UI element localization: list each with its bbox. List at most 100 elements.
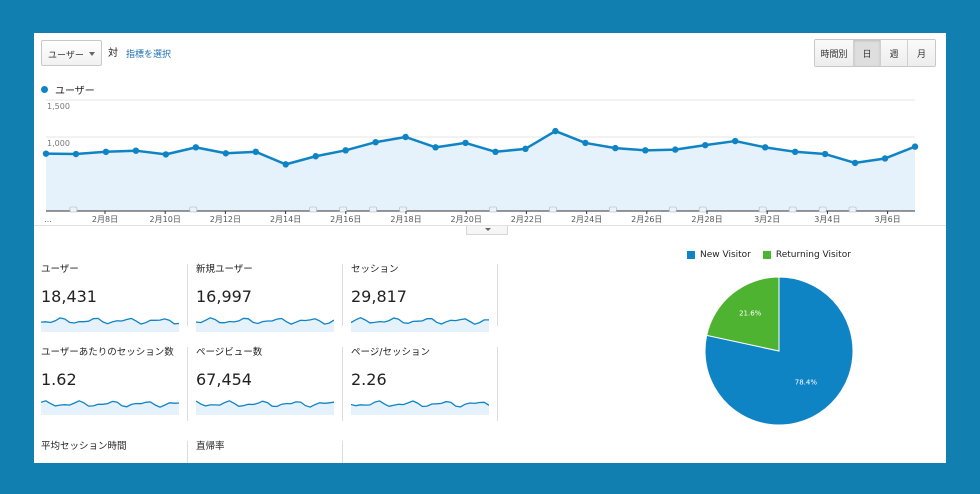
metric-tile-new-users[interactable]: 新規ユーザー 16,997	[196, 264, 350, 332]
x-tick-label: 3月2日	[754, 215, 780, 224]
data-point[interactable]	[372, 138, 379, 146]
tile-divider	[497, 347, 498, 421]
annotation-marker-icon[interactable]	[818, 206, 827, 213]
x-tick-label: 2月20日	[451, 215, 482, 224]
annotation-marker-icon[interactable]	[189, 206, 198, 213]
metric-tile-pages-per-session[interactable]: ページ/セッション 2.26	[351, 347, 505, 415]
metric-sparkline	[196, 317, 334, 332]
data-point[interactable]	[72, 150, 80, 158]
data-point[interactable]	[132, 147, 140, 154]
data-point[interactable]	[42, 150, 50, 157]
data-point[interactable]	[252, 148, 259, 155]
pie-legend-item[interactable]: New Visitor	[687, 250, 751, 260]
x-tick-label: 2月28日	[691, 215, 722, 224]
metric-dropdown-label: ユーザー	[48, 51, 84, 61]
pie-legend-label: New Visitor	[700, 250, 751, 260]
data-point[interactable]	[522, 145, 529, 153]
data-point[interactable]	[222, 150, 229, 157]
x-tick-label: 2月14日	[270, 215, 301, 224]
data-point[interactable]	[162, 151, 170, 158]
data-point[interactable]	[642, 147, 649, 154]
versus-label: 対	[108, 48, 118, 59]
data-point[interactable]	[791, 148, 799, 155]
metric-tile-sessions-per-user[interactable]: ユーザーあたりのセッション数 1.62	[41, 347, 195, 415]
data-point[interactable]	[881, 155, 889, 162]
tile-divider	[497, 264, 498, 326]
range-month-button[interactable]: 月	[908, 40, 935, 66]
data-point[interactable]	[192, 144, 200, 151]
annotation-marker-icon[interactable]	[489, 206, 497, 213]
data-point[interactable]	[312, 153, 319, 160]
chart-collapse-toggle[interactable]	[466, 226, 508, 235]
metric-tile-avg-session-duration[interactable]: 平均セッション時間	[41, 441, 195, 463]
sparkline-line	[351, 316, 489, 325]
metric-tile-pageviews[interactable]: ページビュー数 67,454	[196, 347, 350, 415]
metric-label: セッション	[351, 264, 399, 275]
pie-legend-label: Returning Visitor	[775, 250, 851, 260]
annotation-marker-icon[interactable]	[69, 206, 78, 213]
pie-slice[interactable]	[704, 276, 854, 426]
data-point[interactable]	[672, 146, 679, 153]
x-tick-label: 2月10日	[150, 215, 181, 224]
data-point[interactable]	[851, 159, 859, 167]
x-tick-label: 2月16日	[330, 215, 361, 224]
annotation-marker-icon[interactable]	[309, 206, 317, 213]
range-day-button[interactable]: 日	[854, 40, 881, 66]
metric-tile-users[interactable]: ユーザー 18,431	[41, 264, 195, 332]
sparkline-line	[41, 317, 179, 325]
chart-divider	[34, 225, 946, 226]
range-week-button[interactable]: 週	[881, 40, 908, 66]
data-point[interactable]	[732, 137, 739, 145]
data-point[interactable]	[702, 141, 709, 149]
data-point[interactable]	[821, 150, 829, 158]
x-tick-label: 3月6日	[875, 215, 901, 224]
sparkline-line	[351, 400, 489, 408]
annotation-marker-icon[interactable]	[339, 206, 347, 213]
data-point[interactable]	[342, 147, 349, 154]
chart-legend-label: ユーザー	[55, 86, 95, 97]
data-point[interactable]	[282, 161, 289, 168]
data-point[interactable]	[462, 139, 469, 147]
x-tick-label: …	[44, 215, 52, 224]
metric-value: 18,431	[41, 287, 97, 306]
chevron-down-icon	[89, 52, 95, 56]
metric-sparkline	[351, 316, 489, 332]
pie-legend-item[interactable]: Returning Visitor	[762, 250, 851, 260]
annotation-marker-icon[interactable]	[668, 206, 677, 213]
sparkline-area	[351, 317, 489, 332]
y-tick-label: 1,000	[47, 139, 70, 148]
metric-tile-bounce-rate[interactable]: 直帰率	[196, 441, 350, 463]
annotation-marker-icon[interactable]	[369, 206, 377, 213]
annotation-marker-icon[interactable]	[848, 206, 857, 213]
data-point[interactable]	[492, 148, 499, 155]
pie-slice[interactable]	[706, 276, 780, 352]
annotation-marker-icon[interactable]	[549, 206, 557, 213]
metric-label: 直帰率	[196, 441, 225, 452]
data-point[interactable]	[552, 127, 559, 135]
data-point[interactable]	[432, 144, 439, 151]
series-line	[45, 129, 916, 166]
metric-dropdown[interactable]: ユーザー	[41, 40, 102, 66]
annotation-marker-icon[interactable]	[788, 206, 797, 213]
tile-divider	[187, 347, 188, 421]
metric-tile-sessions[interactable]: セッション 29,817	[351, 264, 505, 332]
annotation-marker-icon[interactable]	[609, 206, 617, 213]
range-hourly-button[interactable]: 時間別	[815, 40, 854, 66]
data-point[interactable]	[911, 143, 919, 150]
annotation-marker-icon[interactable]	[698, 206, 707, 213]
annotation-marker-icon[interactable]	[758, 206, 767, 213]
data-point[interactable]	[761, 144, 769, 151]
data-point[interactable]	[612, 144, 619, 152]
metric-label: ユーザーあたりのセッション数	[41, 347, 174, 358]
data-point[interactable]	[582, 139, 589, 147]
sparkline-line	[196, 400, 334, 408]
sparkline-area	[351, 400, 489, 415]
data-point[interactable]	[102, 148, 110, 155]
tile-divider	[187, 264, 188, 326]
series-dot-icon	[41, 86, 48, 93]
data-point[interactable]	[402, 133, 409, 141]
caret-down-icon	[485, 228, 491, 231]
annotation-marker-icon[interactable]	[399, 206, 407, 213]
pie-legend: New Visitor Returning Visitor	[687, 250, 863, 260]
select-metric-link[interactable]: 指標を選択	[126, 50, 172, 60]
